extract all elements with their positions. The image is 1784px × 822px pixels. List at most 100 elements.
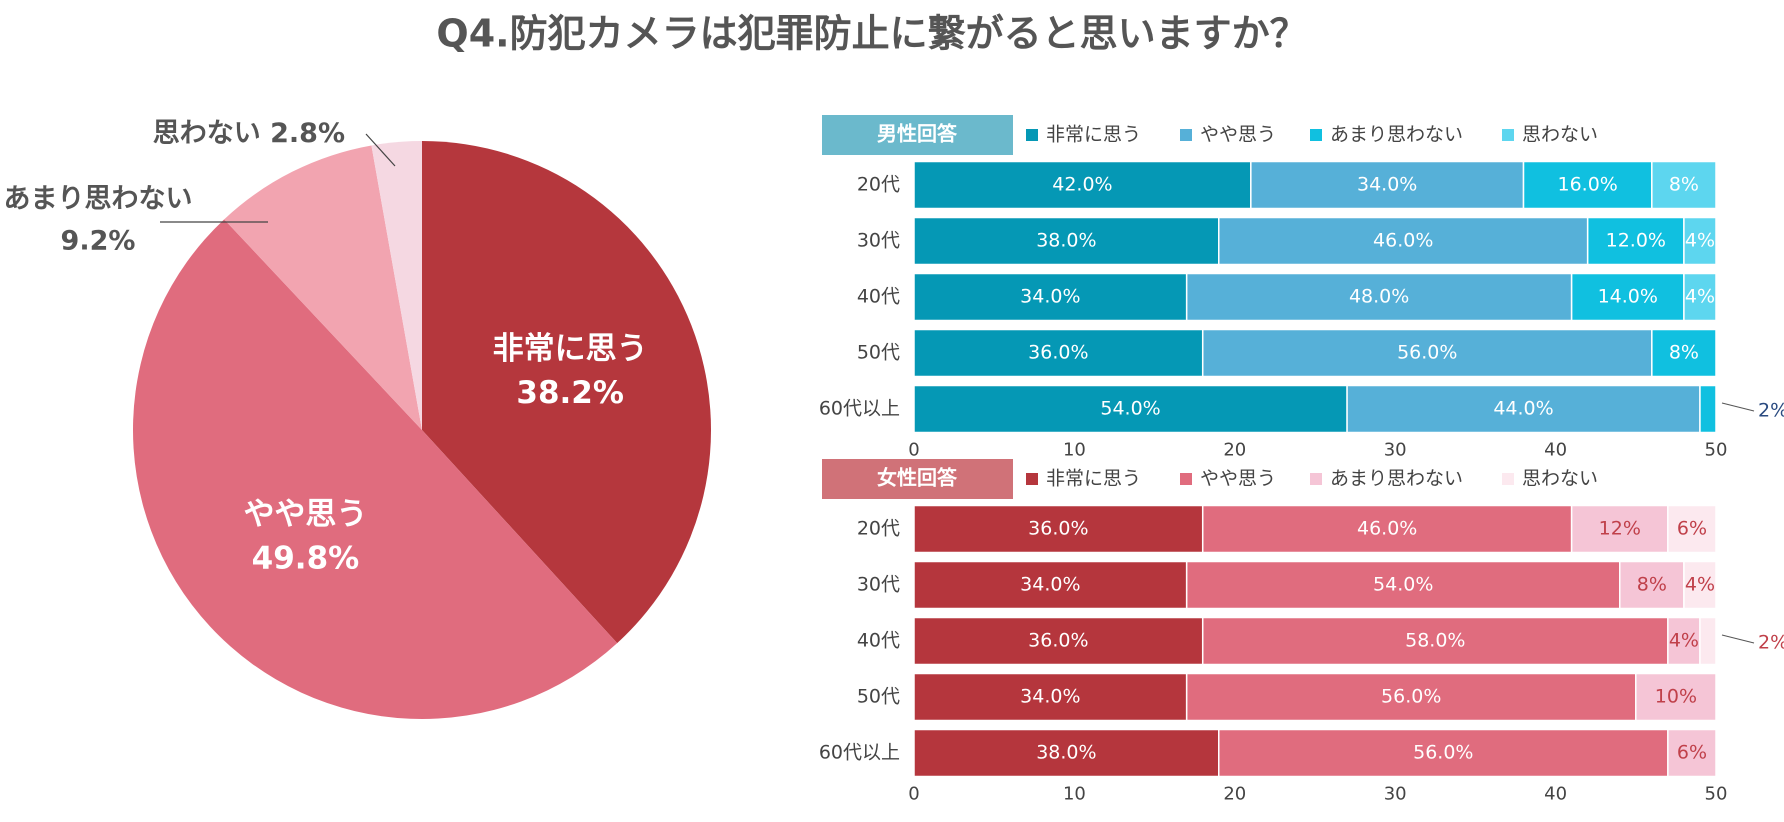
slice-label: 2.8% [270, 118, 345, 149]
pie-slice [422, 141, 712, 644]
leader-line [365, 133, 396, 167]
x-tick-label: 40 [1544, 440, 1567, 461]
x-tick-label: 0 [908, 440, 919, 461]
x-tick-label: 20 [1223, 784, 1246, 805]
value-label: 46.0% [1373, 230, 1433, 252]
bar-segment [1570, 272, 1685, 322]
legend-swatch [1502, 129, 1514, 141]
bar-segment [1651, 328, 1717, 378]
value-label: 2% [1758, 400, 1784, 422]
legend-label: あまり思わない [1330, 124, 1463, 146]
value-label: 36.0% [1028, 518, 1088, 540]
bar-segment [913, 272, 1188, 322]
value-label: 36.0% [1028, 342, 1088, 364]
value-label: 14.0% [1598, 286, 1658, 308]
bar-segment [1218, 728, 1669, 778]
panel-header [822, 459, 1013, 499]
bar-segment [1185, 272, 1573, 322]
value-label: 56.0% [1397, 342, 1457, 364]
bar-segment [913, 672, 1188, 722]
bar-segment [913, 328, 1204, 378]
category-label: 40代 [857, 286, 900, 308]
value-label: 34.0% [1020, 286, 1080, 308]
value-label: 2% [1758, 632, 1784, 654]
legend-swatch [1026, 129, 1038, 141]
value-label: 58.0% [1405, 630, 1465, 652]
bar-segment [1218, 216, 1589, 266]
value-label: 6% [1677, 742, 1707, 764]
value-label: 8% [1637, 574, 1667, 596]
leader-line [1721, 402, 1755, 412]
panel-title: 女性回答 [877, 466, 958, 490]
x-tick-label: 30 [1384, 440, 1407, 461]
bar-segment [1570, 504, 1669, 554]
main-title: Q4.防犯カメラは犯罪防止に繋がると思いますか？ [436, 12, 1307, 56]
category-label: 60代以上 [819, 742, 900, 764]
bar-segment [913, 504, 1204, 554]
slice-label: 9.2% [61, 226, 136, 257]
legend-label: やや思う [1200, 468, 1276, 490]
pie-slice [224, 145, 422, 430]
legend-swatch [1180, 473, 1192, 485]
bar-segment [1667, 504, 1717, 554]
bar-segment [1699, 384, 1717, 434]
legend-swatch [1502, 473, 1514, 485]
pie-slice [132, 219, 618, 720]
slice-category: やや思う [243, 497, 367, 533]
value-label: 10% [1655, 686, 1697, 708]
category-label: 40代 [857, 630, 900, 652]
bar-segment [1667, 728, 1717, 778]
slice-category: 非常に思う [493, 331, 648, 367]
legend-label: 非常に思う [1046, 468, 1141, 490]
category-label: 60代以上 [819, 398, 900, 420]
bar-segment [1586, 216, 1685, 266]
bar-segment [1346, 384, 1701, 434]
x-tick-label: 50 [1705, 784, 1728, 805]
bar-segment [1619, 560, 1685, 610]
x-tick-label: 10 [1063, 440, 1086, 461]
value-label: 48.0% [1349, 286, 1409, 308]
x-tick-label: 10 [1063, 784, 1086, 805]
legend-swatch [1026, 473, 1038, 485]
bar-segment [1201, 616, 1669, 666]
bar-segment [1699, 616, 1717, 666]
value-label: 16.0% [1558, 174, 1618, 196]
panel-header [822, 115, 1013, 155]
value-label: 34.0% [1357, 174, 1417, 196]
x-tick-label: 0 [908, 784, 919, 805]
bar-segment [913, 560, 1188, 610]
legend-label: あまり思わない [1330, 468, 1463, 490]
bar-segment [913, 216, 1220, 266]
bar-segment [1651, 160, 1717, 210]
slice-label: 38.2% [516, 375, 624, 411]
category-label: 50代 [857, 686, 900, 708]
category-label: 50代 [857, 342, 900, 364]
legend-swatch [1310, 129, 1322, 141]
value-label: 36.0% [1028, 630, 1088, 652]
value-label: 6% [1677, 518, 1707, 540]
bar-segment [1185, 560, 1621, 610]
value-label: 46.0% [1357, 518, 1417, 540]
slice-category: 思わない [153, 118, 261, 149]
legend-label: 思わない [1522, 468, 1598, 490]
value-label: 38.0% [1036, 230, 1096, 252]
bar-segment [1185, 672, 1637, 722]
x-tick-label: 20 [1223, 440, 1246, 461]
value-label: 12.0% [1606, 230, 1666, 252]
value-label: 54.0% [1373, 574, 1433, 596]
value-label: 4% [1669, 630, 1699, 652]
value-label: 38.0% [1036, 742, 1096, 764]
legend-label: やや思う [1200, 124, 1276, 146]
x-tick-label: 50 [1705, 440, 1728, 461]
panel-title: 男性回答 [877, 122, 958, 146]
bar-segment [913, 616, 1204, 666]
legend-label: 思わない [1522, 124, 1598, 146]
bar-segment [1635, 672, 1717, 722]
bar-segment [913, 384, 1348, 434]
value-label: 4% [1685, 574, 1715, 596]
value-label: 44.0% [1493, 398, 1553, 420]
value-label: 54.0% [1100, 398, 1160, 420]
legend-swatch [1310, 473, 1322, 485]
category-label: 30代 [857, 574, 900, 596]
